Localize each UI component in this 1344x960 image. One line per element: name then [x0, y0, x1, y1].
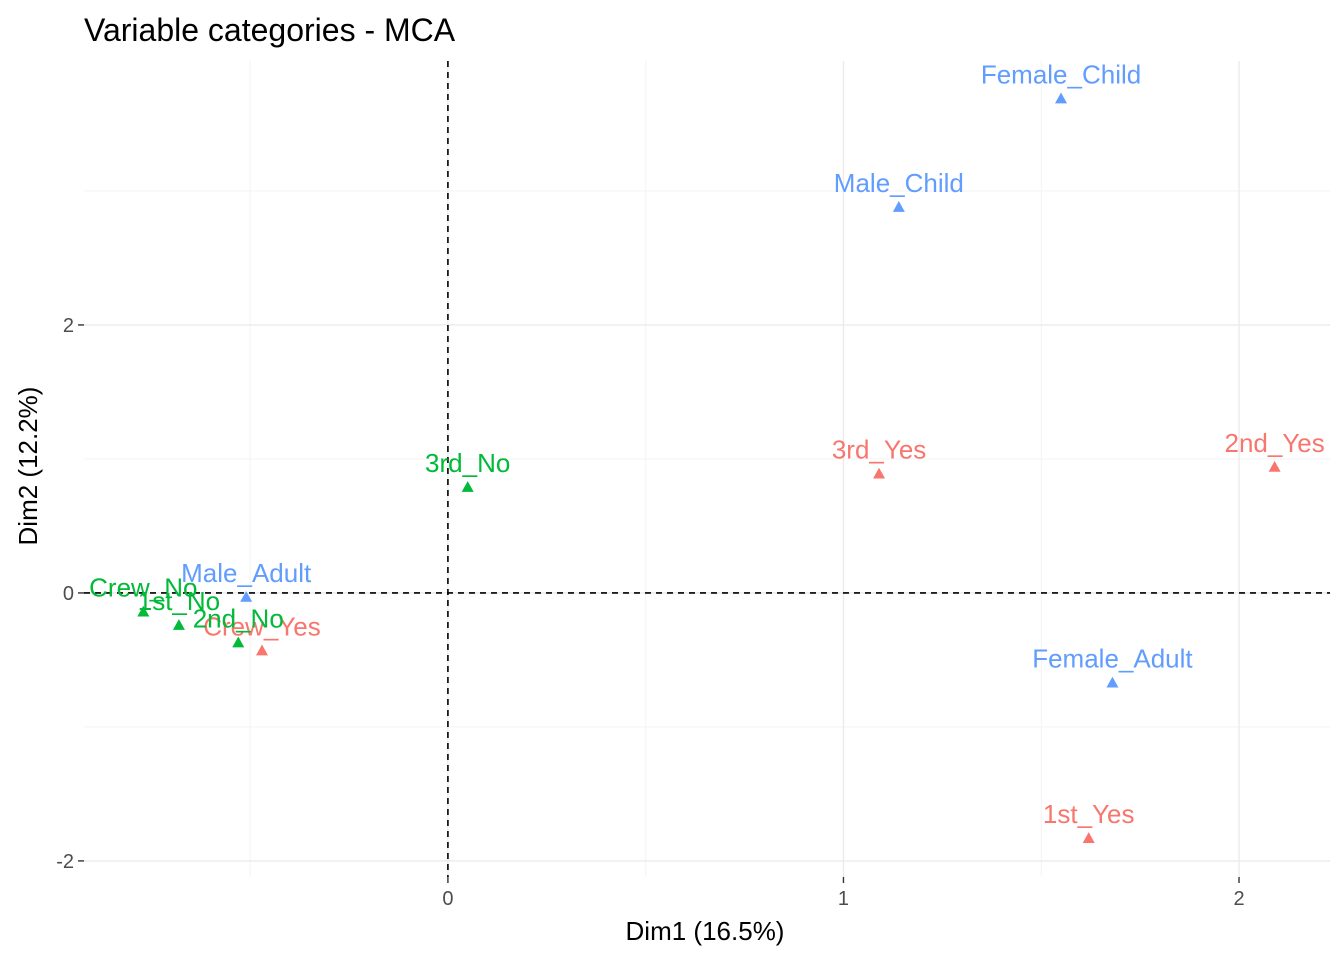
- y-axis-title: Dim2 (12.2%): [13, 387, 43, 546]
- reference-lines: [84, 61, 1330, 877]
- label-2nd-no: 2nd_No: [193, 604, 284, 634]
- data-points: [137, 92, 1281, 843]
- axes: 0 1 2 -2 0 2: [56, 315, 1244, 910]
- label-1st-no: 1st_No: [138, 586, 220, 616]
- point-2nd-yes: [1268, 460, 1281, 472]
- x-tick-label: 1: [838, 888, 849, 910]
- label-3rd-yes: 3rd_Yes: [832, 435, 926, 465]
- label-male-adult: Male_Adult: [181, 558, 312, 588]
- point-male-adult: [240, 590, 253, 602]
- point-female-adult: [1106, 676, 1119, 688]
- label-3rd-no: 3rd_No: [425, 448, 510, 478]
- label-1st-yes: 1st_Yes: [1043, 799, 1135, 829]
- x-axis-title: Dim1 (16.5%): [626, 916, 785, 946]
- point-male-child: [892, 201, 905, 212]
- label-female-child: Female_Child: [981, 60, 1141, 90]
- point-crew-yes: [256, 644, 268, 656]
- label-crew-yes: Crew_Yes: [203, 612, 321, 642]
- point-female-child: [1055, 92, 1068, 104]
- label-crew-no: Crew_No: [89, 573, 197, 603]
- point-crew-no: [137, 605, 150, 617]
- point-1st-yes: [1082, 832, 1095, 843]
- point-labels: 1st_Yes 2nd_Yes 3rd_Yes Crew_Yes1st_No2nd_N…: [89, 60, 1325, 830]
- grid-layer: [84, 61, 1330, 877]
- x-tick-label: 0: [442, 888, 453, 910]
- label-female-adult: Female_Adult: [1032, 644, 1193, 674]
- point-3rd-yes: [873, 467, 886, 479]
- label-male-child: Male_Child: [834, 168, 964, 198]
- y-tick-label: 2: [63, 315, 74, 337]
- x-tick-label: 2: [1233, 888, 1244, 910]
- point-2nd-no: [232, 636, 245, 648]
- point-1st-no: [172, 619, 185, 630]
- point-3rd-no: [461, 481, 474, 492]
- chart-title: Variable categories - MCA: [84, 12, 456, 48]
- y-tick-label: 0: [63, 583, 74, 605]
- y-tick-label: -2: [56, 851, 74, 873]
- label-2nd-yes: 2nd_Yes: [1224, 428, 1324, 458]
